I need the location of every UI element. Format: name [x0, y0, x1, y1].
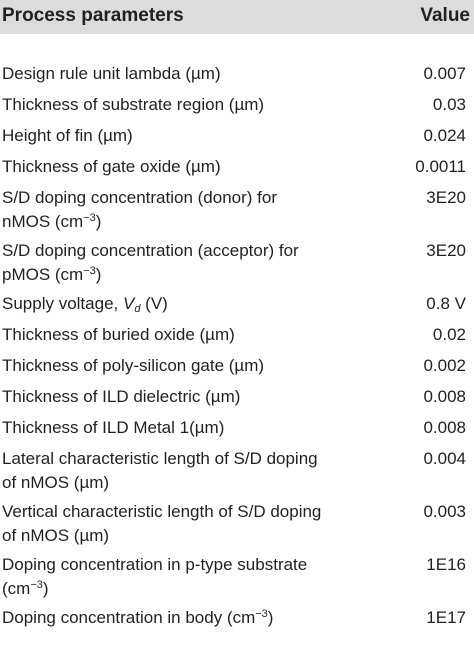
value-cell: 0.0011	[415, 157, 466, 176]
param-end: )	[95, 265, 102, 284]
param-end: )	[42, 579, 49, 598]
param-cell: Lateral characteristic length of S/D dop…	[2, 447, 382, 495]
param-subscript: d	[134, 303, 141, 315]
param-cell: Doping concentration in body (cm−3)	[2, 606, 382, 630]
value-cell: 0.008	[423, 387, 466, 406]
param-variable: V	[122, 294, 135, 313]
param-prefix: Doping concentration in body (cm	[2, 608, 256, 627]
table-row: Design rule unit lambda (µm) 0.007	[0, 58, 474, 89]
table-row: S/D doping concentration (donor) for nMO…	[0, 182, 474, 235]
table-row: Doping concentration in body (cm−3) 1E17	[0, 602, 474, 633]
parameter-table: Design rule unit lambda (µm) 0.007 Thick…	[0, 58, 474, 633]
value-cell: 0.002	[423, 356, 466, 375]
table-row: Thickness of poly-silicon gate (µm) 0.00…	[0, 350, 474, 381]
param-cell: Thickness of ILD dielectric (µm)	[2, 387, 241, 406]
param-end: (V)	[140, 294, 168, 313]
param-line-2: pMOS (cm	[2, 265, 84, 284]
param-cell: Thickness of gate oxide (µm)	[2, 157, 221, 176]
table-row: Supply voltage, Vd (V) 0.8 V	[0, 288, 474, 319]
value-cell: 1E16	[426, 555, 466, 574]
param-cell: Doping concentration in p-type substrate…	[2, 553, 382, 601]
param-superscript: −3	[30, 579, 43, 591]
param-cell: Supply voltage, Vd (V)	[2, 292, 382, 316]
param-cell: Thickness of substrate region (µm)	[2, 95, 265, 114]
table-row: Thickness of ILD dielectric (µm) 0.008	[0, 381, 474, 412]
param-cell: Thickness of poly-silicon gate (µm)	[2, 356, 265, 375]
value-cell: 1E17	[426, 608, 466, 627]
param-cell: Thickness of ILD Metal 1(µm)	[2, 418, 225, 437]
table-row: Thickness of gate oxide (µm) 0.0011	[0, 151, 474, 182]
table-row: S/D doping concentration (acceptor) for …	[0, 235, 474, 288]
param-line-2: of nMOS (µm)	[2, 473, 110, 492]
value-cell: 3E20	[426, 241, 466, 260]
param-cell: S/D doping concentration (donor) for nMO…	[2, 186, 382, 234]
table-row: Height of fin (µm) 0.024	[0, 120, 474, 151]
param-line-2: (cm	[2, 579, 31, 598]
table-row: Thickness of ILD Metal 1(µm) 0.008	[0, 412, 474, 443]
table-row: Doping concentration in p-type substrate…	[0, 549, 474, 602]
value-cell: 0.8 V	[426, 294, 466, 313]
table-row: Lateral characteristic length of S/D dop…	[0, 443, 474, 496]
table-row: Vertical characteristic length of S/D do…	[0, 496, 474, 549]
value-cell: 0.02	[432, 325, 466, 344]
value-cell: 0.003	[423, 502, 466, 521]
value-cell: 0.004	[423, 449, 466, 468]
param-line-1: Vertical characteristic length of S/D do…	[2, 502, 322, 521]
value-cell: 0.024	[423, 126, 466, 145]
param-column-header: Process parameters	[2, 5, 184, 26]
param-cell: S/D doping concentration (acceptor) for …	[2, 239, 382, 287]
param-prefix: Supply voltage,	[2, 294, 123, 313]
param-superscript: −3	[83, 212, 96, 224]
param-end: )	[267, 608, 274, 627]
param-line-1: Lateral characteristic length of S/D dop…	[2, 449, 318, 468]
param-superscript: −3	[83, 265, 96, 277]
param-end: )	[95, 212, 102, 231]
value-cell: 0.008	[423, 418, 466, 437]
table-header: Process parameters Value	[0, 0, 474, 34]
value-cell: 0.03	[432, 95, 466, 114]
param-line-2: of nMOS (µm)	[2, 526, 110, 545]
value-cell: 0.007	[423, 64, 466, 83]
param-cell: Vertical characteristic length of S/D do…	[2, 500, 382, 548]
table-row: Thickness of substrate region (µm) 0.03	[0, 89, 474, 120]
value-column-header: Value	[420, 5, 470, 26]
table-row: Thickness of buried oxide (µm) 0.02	[0, 319, 474, 350]
param-line-2: nMOS (cm	[2, 212, 84, 231]
param-line-1: S/D doping concentration (donor) for	[2, 188, 277, 207]
param-line-1: S/D doping concentration (acceptor) for	[2, 241, 299, 260]
param-cell: Thickness of buried oxide (µm)	[2, 325, 235, 344]
param-cell: Design rule unit lambda (µm)	[2, 64, 221, 83]
value-cell: 3E20	[426, 188, 466, 207]
param-line-1: Doping concentration in p-type substrate	[2, 555, 308, 574]
param-superscript: −3	[255, 608, 268, 620]
param-cell: Height of fin (µm)	[2, 126, 133, 145]
